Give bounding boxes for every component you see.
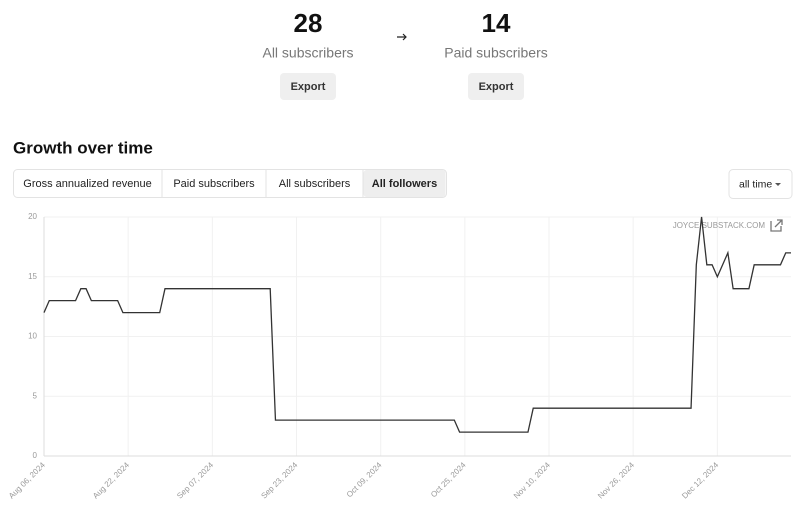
stat-label: All subscribers [262, 45, 353, 61]
watermark: JOYCE.SUBSTACK.COM [673, 221, 766, 230]
export-button[interactable] [280, 73, 336, 100]
x-tick-label: Dec 12, 2024 [680, 460, 720, 500]
dropdown-caret [775, 183, 781, 186]
y-tick-label: 15 [28, 272, 37, 281]
y-tick-label: 0 [33, 451, 38, 460]
x-tick-label: Oct 09, 2024 [345, 460, 384, 499]
x-tick-label: Aug 22, 2024 [91, 460, 131, 500]
y-tick-label: 5 [33, 391, 38, 400]
stat-value: 28 [294, 8, 323, 38]
external-link-icon [770, 219, 783, 232]
x-tick-label: Nov 26, 2024 [596, 460, 636, 500]
stat-value: 14 [482, 8, 511, 38]
x-tick-label: Sep 23, 2024 [259, 460, 299, 500]
tab[interactable]: All followers [372, 178, 437, 190]
tab[interactable]: Gross annualized revenue [23, 178, 151, 190]
dropdown-label[interactable]: all time [739, 178, 772, 190]
x-tick-label: Nov 10, 2024 [512, 460, 552, 500]
line [43, 216, 791, 433]
tab[interactable]: Paid subscribers [173, 178, 255, 190]
arrow-icon [397, 33, 407, 41]
y-tick-label: 10 [28, 332, 37, 341]
x-tick-label: Oct 25, 2024 [429, 460, 468, 499]
stat-label: Paid subscribers [444, 45, 548, 61]
dropdown[interactable] [728, 169, 793, 199]
x-tick-label: Aug 06, 2024 [7, 460, 47, 500]
tab-active-bg [363, 170, 446, 197]
y-tick-label: 20 [28, 212, 37, 221]
button-label[interactable]: Export [479, 81, 514, 93]
x-tick-label: Sep 07, 2024 [175, 460, 215, 500]
button-label[interactable]: Export [291, 81, 326, 93]
tab-bar [13, 169, 447, 198]
tab[interactable]: All subscribers [279, 178, 351, 190]
section-title: Growth over time [13, 138, 153, 157]
export-button[interactable] [468, 73, 524, 100]
